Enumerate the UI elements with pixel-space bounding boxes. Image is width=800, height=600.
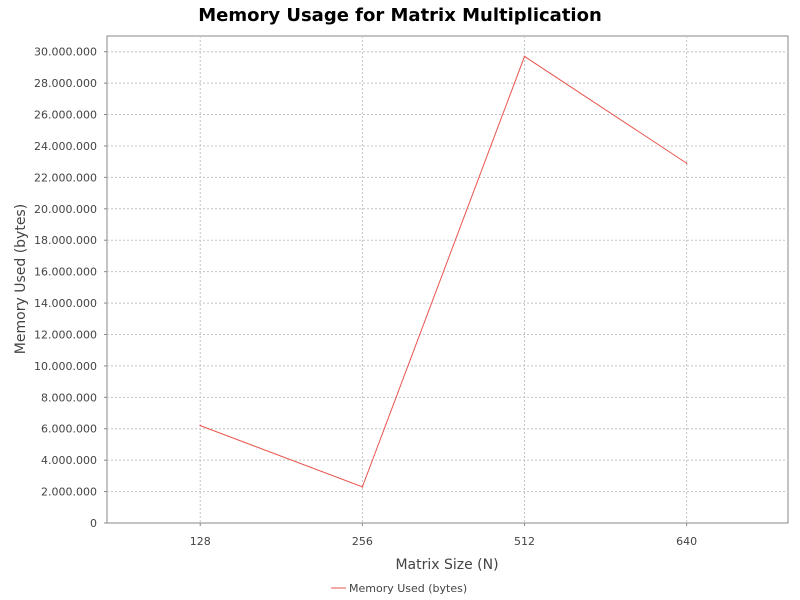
y-tick-label: 14.000.000: [34, 297, 97, 310]
data-point: [361, 486, 364, 488]
x-tick-label: 256: [352, 535, 373, 548]
grid-lines: [107, 36, 788, 523]
y-tick-label: 8.000.000: [41, 391, 97, 404]
y-axis-ticks: 0 2.000.000 4.000.000 6.000.000 8.000.000 10.…: [34, 46, 107, 530]
data-point: [199, 424, 202, 427]
plot-area: [106, 35, 789, 524]
x-tick-label: 512: [514, 535, 535, 548]
y-tick-label: 26.000.000: [34, 109, 97, 122]
legend: Memory Used (bytes): [331, 582, 467, 595]
y-tick-label: 24.000.000: [34, 140, 97, 153]
legend-label: Memory Used (bytes): [349, 582, 467, 595]
y-tick-label: 6.000.000: [41, 423, 97, 436]
x-tick-label: 640: [676, 535, 697, 548]
y-tick-label: 20.000.000: [34, 203, 97, 216]
y-tick-label: 10.000.000: [34, 360, 97, 373]
y-tick-label: 0: [90, 517, 97, 530]
series-layer: [199, 55, 688, 488]
x-axis-label: Matrix Size (N): [395, 557, 498, 573]
y-tick-label: 16.000.000: [34, 266, 97, 279]
series-line: [200, 55, 687, 488]
y-axis-label: Memory Used (bytes): [13, 204, 29, 354]
data-point: [685, 162, 688, 165]
y-tick-label: 4.000.000: [41, 454, 97, 467]
data-point: [523, 55, 526, 58]
x-axis-ticks: 128 256 512 640: [190, 523, 697, 548]
y-tick-label: 12.000.000: [34, 328, 97, 341]
y-tick-label: 28.000.000: [34, 77, 97, 90]
y-tick-label: 22.000.000: [34, 171, 97, 184]
chart-title: Memory Usage for Matrix Multiplication: [198, 5, 602, 26]
y-tick-label: 30.000.000: [34, 46, 97, 59]
x-tick-label: 128: [190, 535, 211, 548]
y-tick-label: 2.000.000: [41, 486, 97, 499]
y-tick-label: 18.000.000: [34, 234, 97, 247]
